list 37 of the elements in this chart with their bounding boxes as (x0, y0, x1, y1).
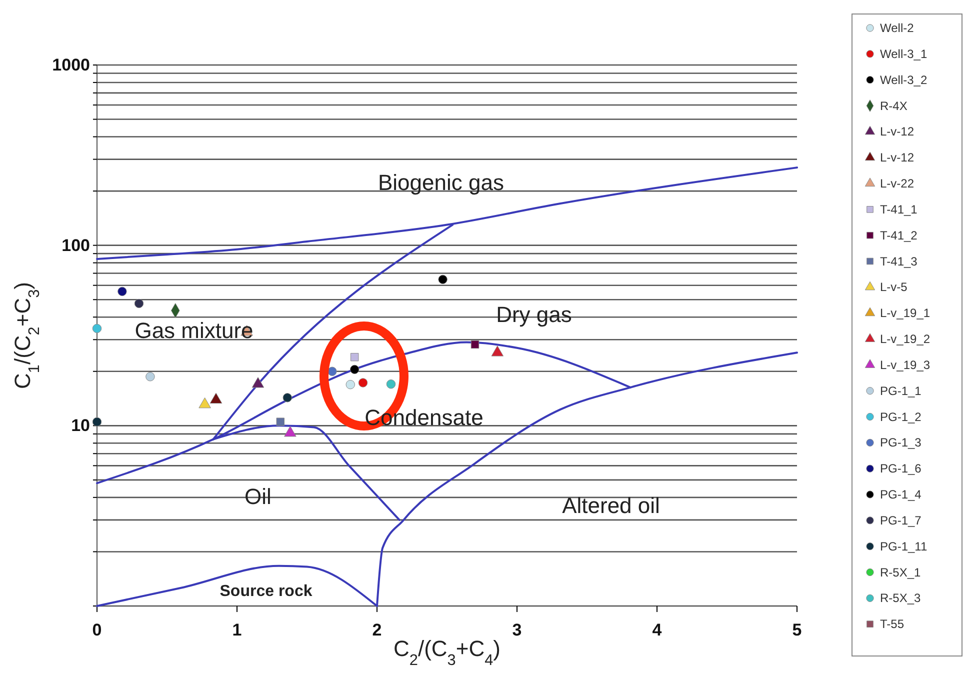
legend-label: Well-3_2 (880, 72, 928, 87)
legend-label: PG-1_6 (880, 462, 922, 476)
legend-label: PG-1_1 (880, 384, 922, 398)
legend-label: PG-1_2 (880, 410, 922, 424)
legend-label: R-5X_3 (880, 591, 922, 606)
legend-label: PG-1_7 (880, 513, 922, 528)
legend-label: L-v_19_3 (880, 358, 930, 372)
y-tick-label: 100 (62, 236, 90, 255)
annotation: Biogenic gas (378, 170, 504, 195)
x-tick-label: 4 (652, 620, 662, 640)
x-tick-label: 2 (372, 620, 382, 640)
legend-label: PG-1_11 (880, 539, 928, 554)
legend-label: L-v-12 (880, 124, 914, 139)
y-tick-label: 10 (71, 416, 90, 436)
x-tick-label: 5 (792, 620, 802, 640)
annotation: Source rock (220, 583, 312, 600)
x-tick-label: 1 (232, 620, 242, 640)
x-axis-title: C$_{2}$/(C$_{3}$+C$_{4}$) (394, 636, 500, 668)
legend-label: T-41_3 (880, 254, 918, 268)
x-tick-label: 0 (92, 620, 102, 640)
legend-label: L-v-12 (880, 150, 914, 165)
legend-label: Well-3_1 (880, 46, 928, 61)
legend-label: L-v_19_1 (880, 306, 930, 320)
legend-label: R-5X_1 (880, 565, 922, 580)
legend-label: PG-1_3 (880, 436, 922, 450)
legend-label: T-41_2 (880, 228, 918, 242)
legend-label: T-41_1 (880, 202, 918, 216)
x-tick-label: 3 (512, 620, 522, 640)
legend-label: L-v-5 (880, 280, 908, 294)
legend-label: Well-2 (880, 21, 914, 35)
legend-label: R-4X (880, 98, 908, 113)
legend-label: PG-1_4 (880, 488, 922, 502)
legend-label: L-v_19_2 (880, 332, 930, 346)
legend-label: T-55 (880, 617, 904, 632)
annotation: Altered oil (562, 493, 660, 518)
y-tick-label: 1000 (52, 55, 90, 74)
legend-label: L-v-22 (880, 176, 914, 190)
